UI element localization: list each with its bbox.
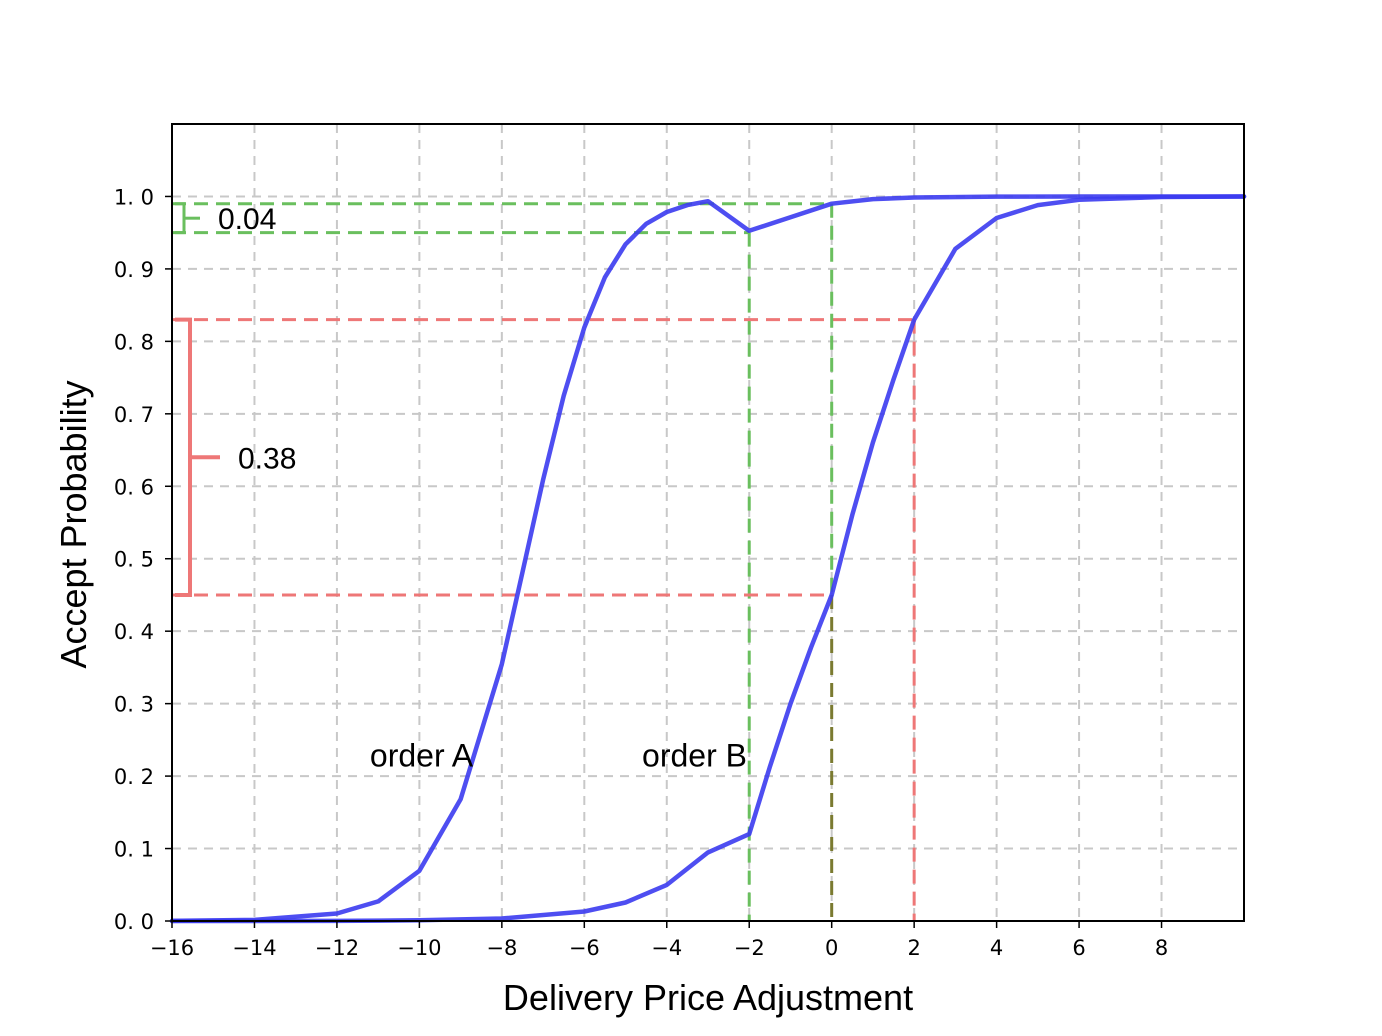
y-tick-label: 0. 1 — [114, 838, 154, 862]
label-order-a: order A — [370, 738, 474, 774]
x-tick-label: 0 — [825, 936, 838, 960]
y-tick-label: 0. 3 — [114, 693, 154, 717]
guide-lines — [172, 202, 916, 921]
x-tick-label: 6 — [1072, 936, 1085, 960]
grid — [171, 124, 1244, 922]
y-tick-label: 0. 2 — [114, 765, 154, 789]
y-tick-label: 0. 9 — [114, 258, 154, 282]
red-diff-label: 0.38 — [238, 442, 296, 475]
x-tick-label: −8 — [486, 936, 517, 960]
green-diff-label: 0.04 — [218, 203, 276, 236]
annotations: 0.04 0.38 order A order B — [175, 202, 747, 774]
series-line-order-b — [169, 194, 1247, 924]
y-tick-label: 0. 5 — [114, 548, 154, 572]
x-tick-label: −10 — [397, 936, 441, 960]
red-bracket — [175, 317, 192, 597]
x-tick-label: 4 — [990, 936, 1003, 960]
x-tick-label: −14 — [232, 936, 276, 960]
x-axis-title: Delivery Price Adjustment — [503, 977, 913, 1018]
y-tick-label: 0. 8 — [114, 330, 154, 354]
y-tick-label: 0. 6 — [114, 475, 154, 499]
series-layer — [169, 194, 1247, 924]
y-axis-title: Accept Probability — [53, 380, 94, 668]
y-tick-label: 0. 7 — [114, 403, 154, 427]
x-tick-label: 8 — [1155, 936, 1168, 960]
ticks: −16 −14 −12 −10 −8 −6 −4 −2 0 2 4 6 8 0. 0 0. 1 0. 2 0. … — [114, 185, 1168, 960]
green-bracket — [175, 202, 186, 235]
y-tick-label: 0. 4 — [114, 620, 154, 644]
x-tick-label: −16 — [150, 936, 194, 960]
x-tick-label: 2 — [907, 936, 920, 960]
plot-frame — [171, 123, 1245, 922]
x-tick-label: −12 — [315, 936, 359, 960]
y-tick-label: 1. 0 — [114, 185, 154, 209]
y-tick-label: 0. 0 — [114, 910, 154, 934]
label-order-b: order B — [642, 738, 747, 774]
x-tick-label: −4 — [651, 936, 682, 960]
series-line-order-a — [169, 194, 1247, 924]
x-tick-label: −2 — [734, 936, 765, 960]
x-tick-label: −6 — [569, 936, 600, 960]
